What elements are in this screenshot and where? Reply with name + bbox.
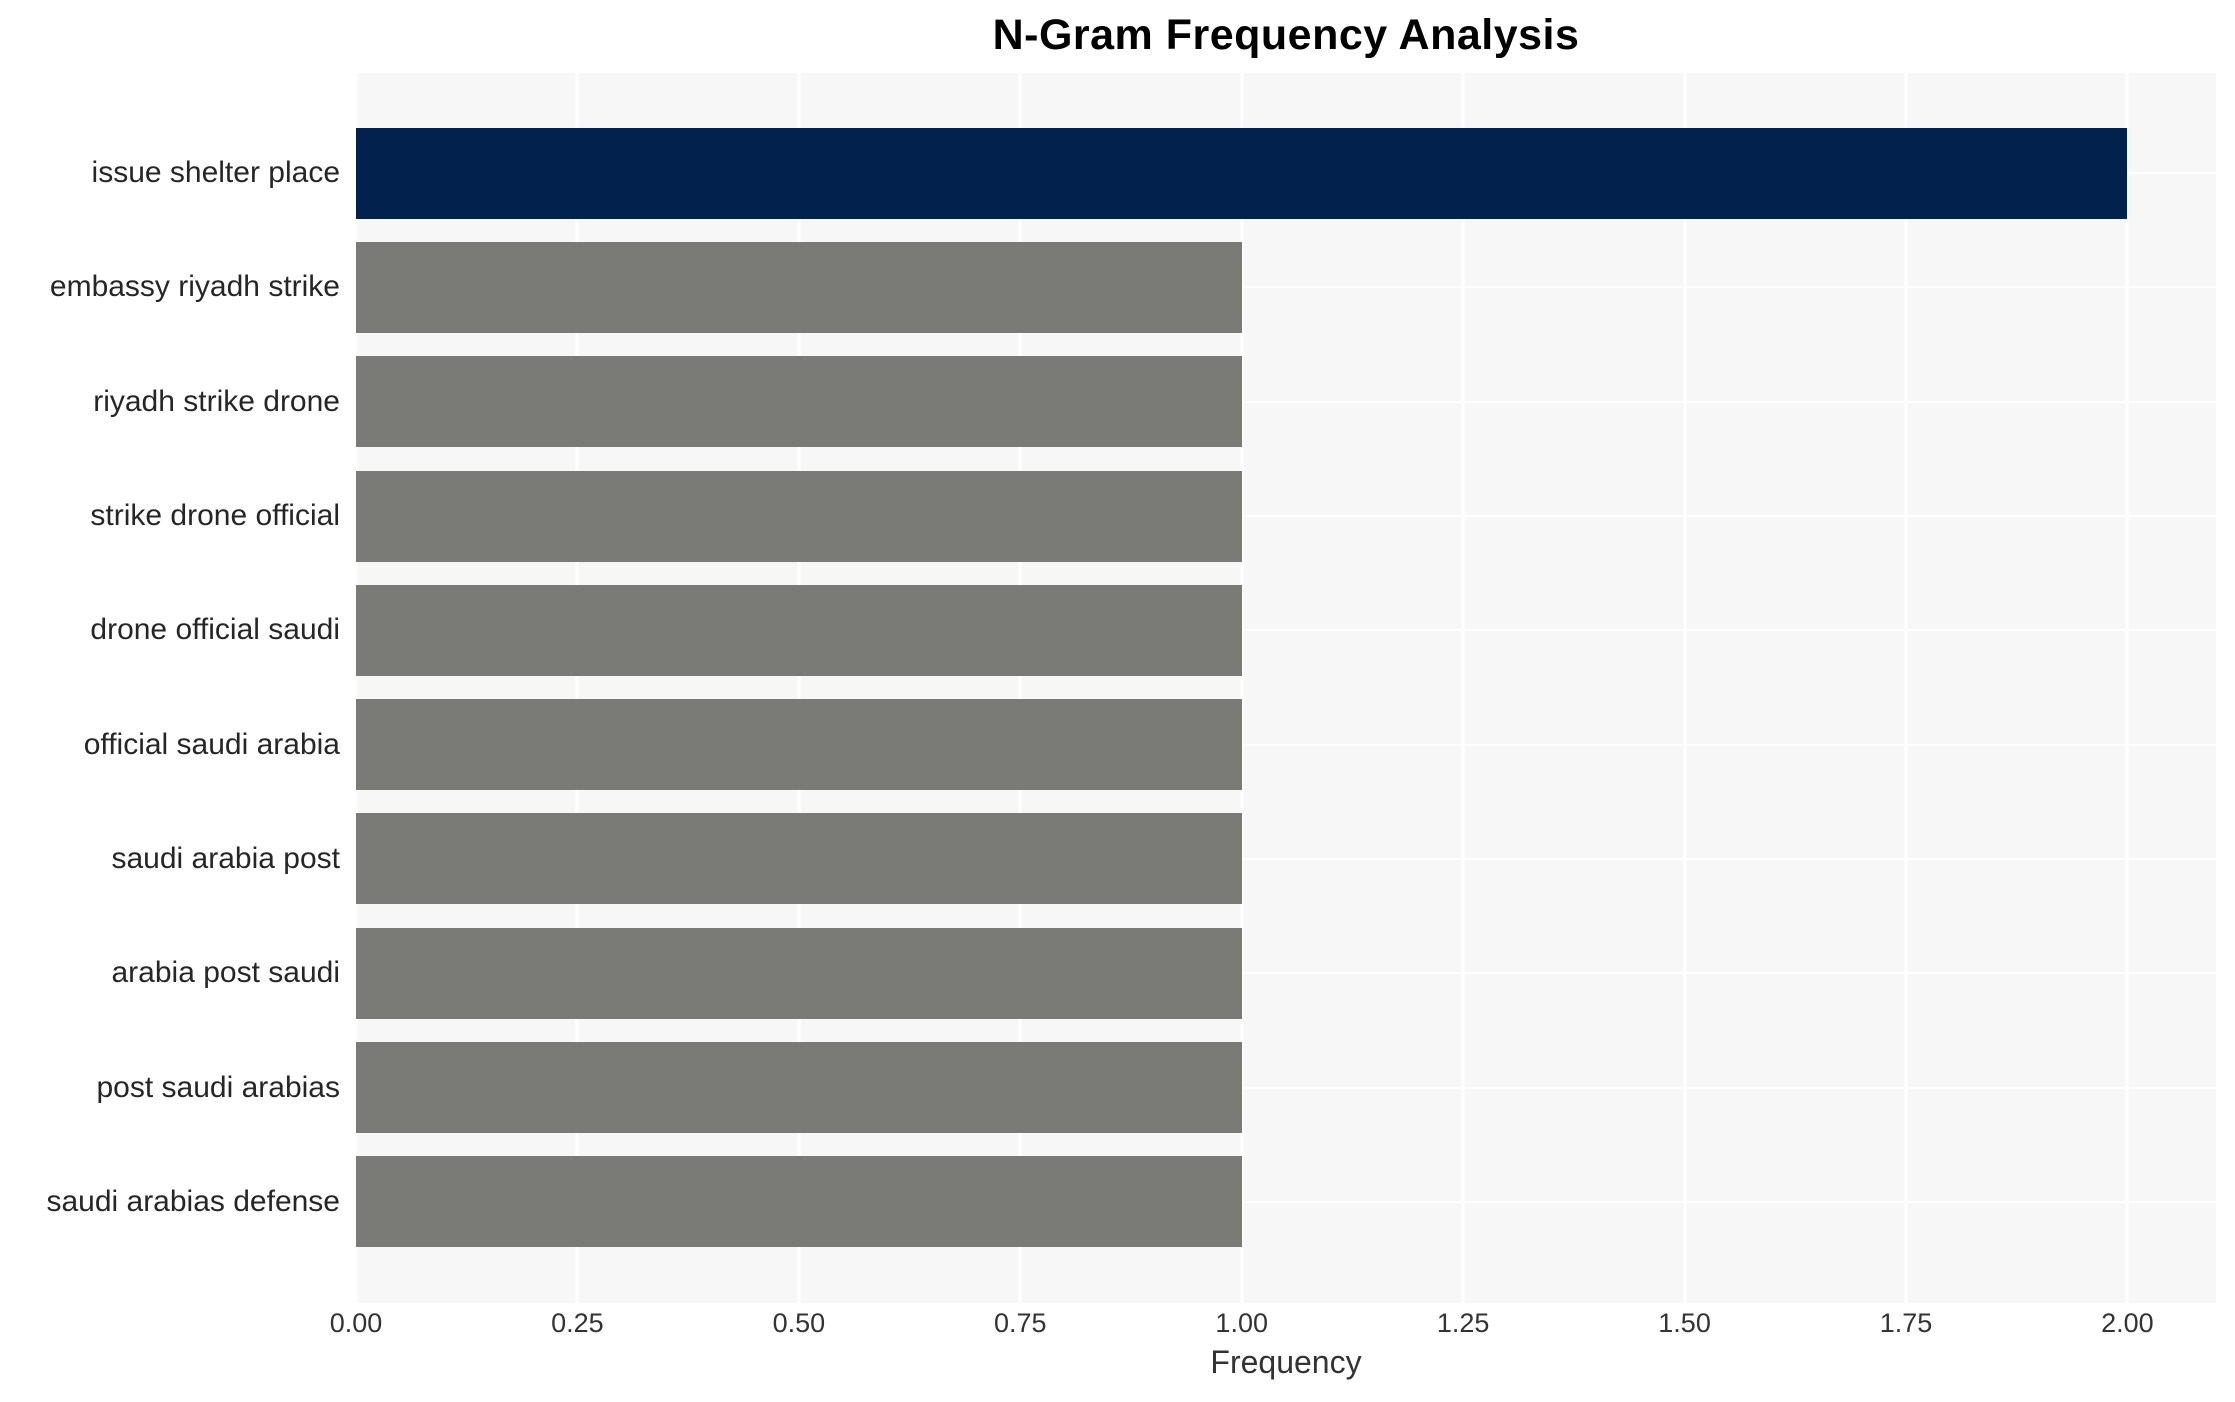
y-axis-label: saudi arabia post [111, 841, 341, 875]
y-axis-labels: issue shelter place embassy riyadh strike… [0, 73, 340, 1303]
bar [356, 356, 1242, 448]
x-axis-ticks: 0.00 0.25 0.50 0.75 1.00 1.25 1.50 1.75 2.00 [330, 1308, 2216, 1342]
bar-row [356, 802, 2216, 916]
gridline-vertical [2125, 73, 2129, 1303]
bar-row [356, 573, 2216, 687]
x-tick-label: 2.00 [2101, 1308, 2154, 1338]
gridline-horizontal [356, 1086, 2216, 1089]
x-tick-label: 0.50 [772, 1308, 826, 1338]
bar [356, 927, 1242, 1019]
gridline-horizontal [356, 743, 2216, 746]
chart-title: N-Gram Frequency Analysis [992, 11, 1580, 59]
bar-row [356, 687, 2216, 801]
plot-area [354, 73, 2216, 1303]
x-axis-title: Frequency [1210, 1344, 1362, 1380]
y-axis-label: saudi arabias defense [46, 1184, 340, 1218]
vertical-gridlines [354, 73, 2216, 1303]
gridline-vertical [1683, 73, 1687, 1303]
bar-row [356, 459, 2216, 573]
gridline-vertical [1904, 73, 1908, 1303]
gridline-horizontal [356, 515, 2216, 518]
bar-row [356, 916, 2216, 1030]
y-axis-label: issue shelter place [91, 156, 340, 190]
bar-row [356, 1145, 2216, 1259]
x-tick-label: 1.50 [1658, 1308, 1711, 1338]
x-tick-label: 1.75 [1879, 1308, 1933, 1338]
bar [356, 127, 2128, 219]
y-axis-label: strike drone official [90, 499, 340, 533]
bar [356, 813, 1242, 905]
gridline-horizontal [356, 857, 2216, 860]
bar-rows [356, 73, 2216, 1303]
y-axis-label: drone official saudi [90, 613, 340, 647]
x-tick-label: 1.00 [1215, 1308, 1268, 1338]
bar [356, 241, 1242, 333]
y-axis-label: official saudi arabia [83, 727, 340, 761]
bar-row [356, 1030, 2216, 1144]
bar-row [356, 230, 2216, 344]
y-axis-label: embassy riyadh strike [49, 270, 340, 304]
y-axis-label: arabia post saudi [111, 956, 341, 990]
x-tick-label: 0.75 [994, 1308, 1047, 1338]
gridline-horizontal [356, 629, 2216, 632]
y-axis-label: riyadh strike drone [93, 384, 340, 418]
bar [356, 1156, 1242, 1248]
bar [356, 1042, 1242, 1134]
gridline-horizontal [356, 400, 2216, 403]
gridline-vertical [1018, 73, 1022, 1303]
gridline-horizontal [356, 1200, 2216, 1203]
gridline-vertical [1461, 73, 1465, 1303]
bar [356, 470, 1242, 562]
bar-row [356, 116, 2216, 230]
gridline-horizontal [356, 972, 2216, 975]
x-tick-label: 0.00 [329, 1308, 383, 1338]
gridline-vertical [1240, 73, 1244, 1303]
x-tick-label: 1.25 [1436, 1308, 1490, 1338]
gridline-vertical [797, 73, 801, 1303]
bar-row [356, 345, 2216, 459]
bar [356, 699, 1242, 791]
x-tick-label: 0.25 [551, 1308, 604, 1338]
gridline-vertical [354, 73, 358, 1303]
bar [356, 584, 1242, 676]
gridline-horizontal [356, 286, 2216, 289]
y-axis-label: post saudi arabias [96, 1070, 341, 1104]
gridline-vertical [575, 73, 579, 1303]
